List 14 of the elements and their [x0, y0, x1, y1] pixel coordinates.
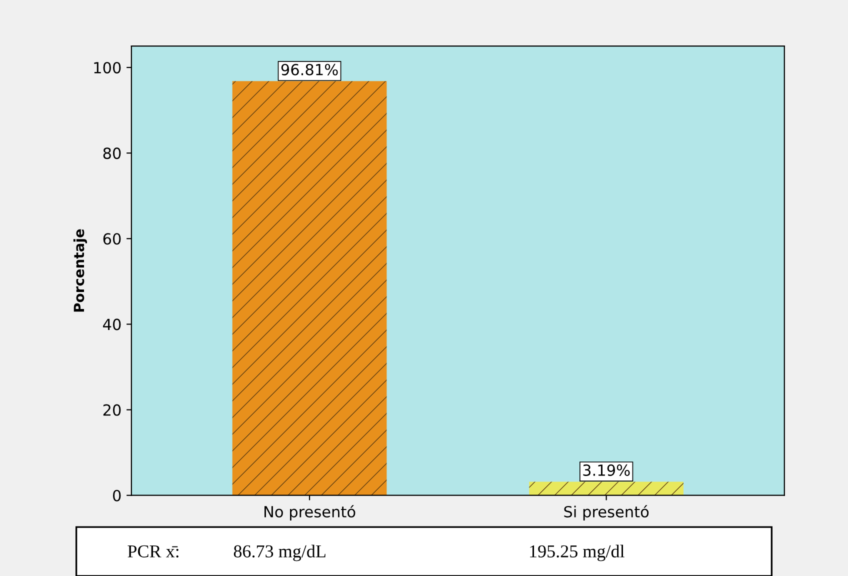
- y-tick-label: 20: [103, 404, 121, 416]
- x-tick-label: No presentó: [264, 505, 356, 520]
- y-axis-title: Porcentaje: [73, 229, 87, 312]
- y-tick-label: 40: [103, 318, 121, 330]
- text: PCR x̄:: [128, 545, 178, 558]
- y-tick-label: 60: [103, 233, 121, 245]
- text: 195.25 mg/dl: [530, 544, 624, 562]
- y-tick-label: 80: [103, 148, 121, 160]
- text: 86.73 mg/dL: [234, 544, 326, 562]
- data-label: 3.19%: [583, 464, 630, 476]
- x-tick-label: Si presentó: [564, 505, 649, 520]
- data-label: 96.81%: [281, 64, 338, 76]
- y-tick-label: 100: [94, 62, 121, 74]
- y-tick-label: 0: [113, 490, 121, 502]
